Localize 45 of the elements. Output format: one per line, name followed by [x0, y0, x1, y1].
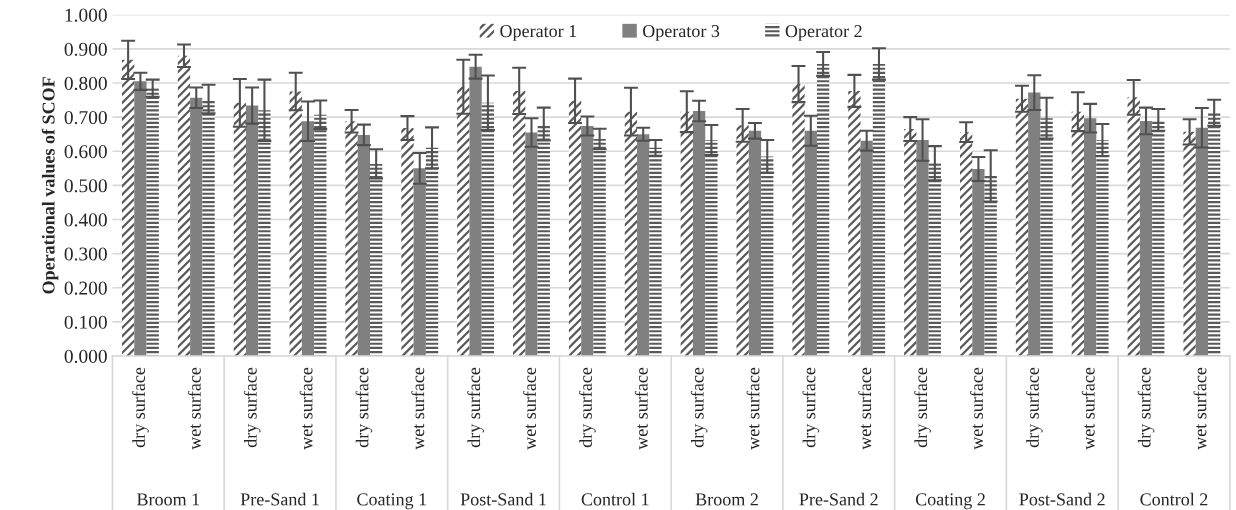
y-tick-label: 1.000	[65, 8, 107, 22]
legend-label: Operator 2	[785, 25, 862, 41]
y-tick-label: 0.400	[64, 213, 107, 227]
y-axis-title: Operational values of SCOF	[41, 77, 59, 294]
x-tick-label: wet surface	[634, 367, 648, 450]
legend-label: Operator 3	[642, 25, 720, 41]
y-tick-label: 0.200	[64, 281, 107, 295]
text: Post-Sand 1	[460, 492, 546, 506]
x-tick-label: wet surface	[299, 367, 313, 450]
text: Broom 2	[695, 493, 758, 506]
x-tick-label: wet surface	[746, 367, 760, 450]
y-tick-label: 0.700	[64, 110, 107, 125]
x-tick-label: wet surface	[187, 367, 201, 450]
x-tick-label: dry surface	[467, 367, 484, 448]
x-tick-label: wet surface	[970, 367, 983, 450]
text: Pre-Sand 2	[799, 492, 878, 506]
text: Pre-Sand 1	[240, 492, 319, 506]
x-tick-label: dry surface	[132, 367, 149, 448]
text: Coating 1	[357, 493, 427, 510]
x-tick-label: dry surface	[1137, 367, 1155, 448]
text: Coating 2	[915, 493, 985, 510]
legend-label: Operator 1	[500, 25, 577, 41]
y-tick-label: 0.000	[64, 349, 107, 363]
text: Broom 1	[137, 493, 200, 506]
x-tick-label: wet surface	[1081, 367, 1095, 450]
y-tick-label: 0.100	[64, 315, 107, 329]
x-tick-label: dry surface	[1025, 367, 1043, 448]
y-tick-label: 0.300	[64, 247, 107, 261]
text: Control 1	[581, 492, 649, 506]
x-tick-label: wet surface	[523, 367, 536, 450]
x-tick-label: dry surface	[914, 367, 931, 448]
x-tick-label: dry surface	[243, 367, 261, 448]
y-tick-label: 0.600	[64, 145, 107, 159]
x-tick-label: wet surface	[1193, 367, 1207, 450]
x-tick-label: dry surface	[579, 367, 596, 448]
x-tick-label: dry surface	[690, 367, 708, 448]
text: Control 2	[1140, 492, 1208, 506]
text: Post-Sand 2	[1019, 492, 1105, 506]
y-tick-label: 0.500	[64, 179, 107, 193]
x-tick-label: dry surface	[355, 367, 373, 448]
y-tick-label: 0.900	[64, 42, 107, 56]
x-tick-label: dry surface	[802, 367, 820, 448]
x-tick-label: wet surface	[858, 367, 872, 450]
y-tick-label: 0.800	[64, 76, 107, 91]
x-tick-label: wet surface	[411, 367, 425, 450]
